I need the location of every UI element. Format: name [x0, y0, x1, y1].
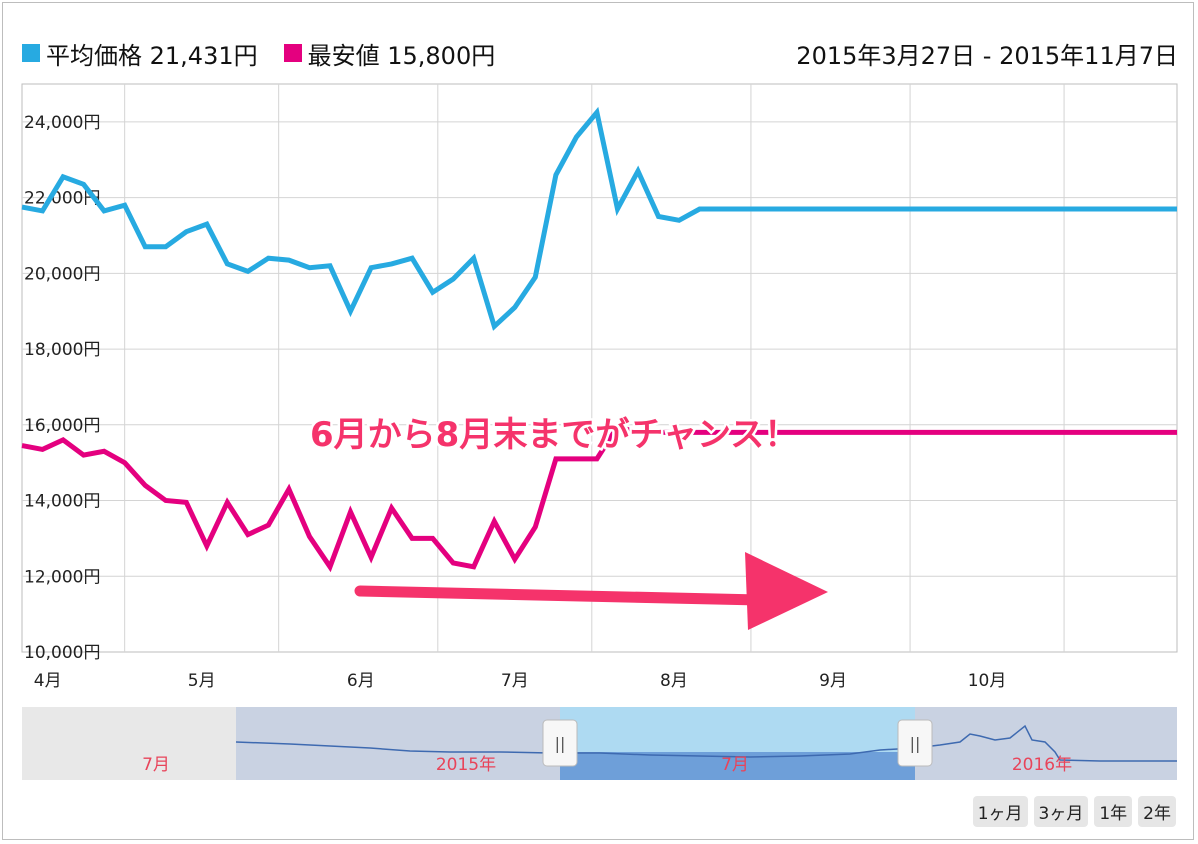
legend-label-min: 最安値 15,800円: [307, 41, 496, 70]
y-tick-label-6: 22,000円: [24, 189, 100, 209]
date-range: 2015年3月27日 - 2015年11月7日: [796, 41, 1178, 70]
y-tick-label-4: 18,000円: [24, 340, 100, 360]
x-axis: 4月 5月 6月 7月 8月 9月 10月: [34, 671, 1007, 691]
legend: 平均価格 21,431円 最安値 15,800円: [22, 36, 521, 70]
range-button-3m[interactable]: 3ヶ月: [1033, 796, 1089, 827]
legend-label-avg: 平均価格 21,431円: [46, 41, 258, 70]
legend-swatch-avg: [22, 44, 40, 62]
x-tick-label-4: 8月: [660, 671, 688, 691]
y-tick-label-0: 10,000円: [24, 643, 100, 663]
y-axis: 10,000円 12,000円 14,000円 16,000円 18,000円 20,00…: [24, 113, 100, 663]
y-tick-label-2: 14,000円: [24, 492, 100, 512]
series-lines: [21, 106, 1177, 573]
range-selector: 1ヶ月 3ヶ月 1年 2年: [972, 796, 1176, 827]
range-button-1m[interactable]: 1ヶ月: [972, 796, 1028, 827]
navigator-handle-right[interactable]: ||: [897, 719, 933, 767]
handle-right-grip: ||: [910, 734, 921, 753]
navigator[interactable]: 7月 2015年 7月 2016年 || ||: [22, 707, 1177, 780]
navigator-label-3: 2016年: [1012, 755, 1072, 775]
y-tick-label-5: 20,000円: [24, 264, 100, 284]
y-tick-label-3: 16,000円: [24, 416, 100, 436]
navigator-series: [235, 724, 1177, 762]
annotation-text: 6月から8月末までがチャンス！: [310, 415, 798, 455]
y-tick-label-7: 24,000円: [24, 113, 100, 133]
annotation-layer: 6月から8月末までがチャンス！: [308, 413, 828, 630]
handle-left-grip: ||: [555, 734, 566, 753]
range-button-1y[interactable]: 1年: [1094, 796, 1133, 827]
navigator-label-2: 7月: [721, 755, 749, 775]
range-button-2y[interactable]: 2年: [1138, 796, 1176, 827]
annotation-arrow: [354, 552, 828, 630]
navigator-handle-left[interactable]: ||: [542, 719, 578, 767]
x-tick-label-2: 6月: [347, 671, 375, 691]
x-tick-label-5: 9月: [819, 671, 847, 691]
legend-item-min[interactable]: 最安値 15,800円: [283, 36, 496, 71]
legend-swatch-min: [283, 44, 302, 62]
x-tick-label-0: 4月: [34, 671, 62, 691]
navigator-label-1: 2015年: [436, 755, 496, 775]
grid: [21, 83, 1178, 653]
series-line-1: [21, 423, 1177, 573]
y-tick-label-1: 12,000円: [24, 567, 100, 587]
x-tick-label-3: 7月: [501, 671, 529, 691]
series-line-0: [21, 106, 1177, 331]
x-tick-label-1: 5月: [188, 671, 216, 691]
navigator-label-0: 7月: [142, 755, 170, 775]
x-tick-label-6: 10月: [968, 671, 1007, 691]
plot-area: [21, 83, 1178, 653]
legend-item-avg[interactable]: 平均価格 21,431円: [22, 36, 258, 71]
